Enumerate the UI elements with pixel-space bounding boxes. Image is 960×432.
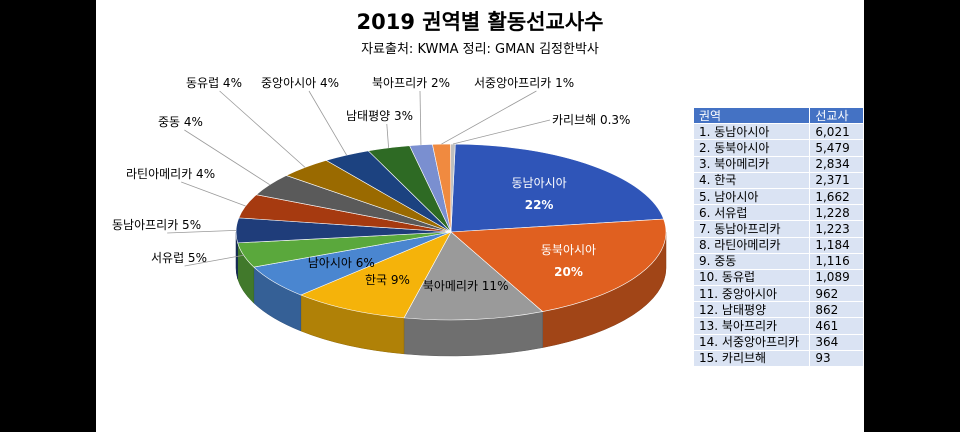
- table-row: 11. 중앙아시아 962: [692, 285, 864, 303]
- table-cell-count: 93: [809, 349, 864, 368]
- leader-line: [184, 129, 270, 186]
- slice-label: 카리브해 0.3%: [552, 113, 630, 127]
- table-cell-region: 9. 중동: [692, 252, 811, 270]
- leader-line: [452, 119, 551, 145]
- table-cell-count: 1,223: [809, 220, 864, 238]
- table-row: 6. 서유럽 1,228: [692, 204, 864, 222]
- pie-top: [235, 143, 667, 321]
- table-row: 9. 중동 1,116: [692, 252, 864, 270]
- table-row: 8. 라틴아메리카 1,184: [692, 236, 864, 254]
- table-body: 1. 동남아시아 6,021 2. 동북아시아 5,479 3. 북아메리카 2,834 4…: [692, 123, 864, 368]
- table-cell-region: 3. 북아메리카: [692, 155, 811, 173]
- slice-label: 동남아시아: [511, 176, 566, 190]
- chart-title: 2019 권역별 활동선교사수: [356, 10, 604, 34]
- table-cell-count: 461: [809, 317, 864, 335]
- table-cell-count: 2,834: [809, 155, 864, 173]
- table-cell-count: 862: [809, 301, 864, 319]
- slice-label: 서유럽 5%: [151, 251, 207, 265]
- table-cell-region: 5. 남아시아: [692, 187, 811, 206]
- slice-label: 중앙아시아 4%: [261, 76, 339, 90]
- table-row: 14. 서중앙아프리카 364: [692, 333, 864, 351]
- table-cell-count: 1,662: [809, 187, 864, 206]
- table-cell-region: 15. 카리브해: [692, 349, 811, 368]
- slice-label: 남아시아 6%: [308, 256, 375, 270]
- pie-chart: 동남아시아 22% 동북아시아 20% 북아메리카 11% 한국 9% 남아시아 6% 서유럽…: [112, 76, 667, 357]
- table-row: 1. 동남아시아 6,021: [692, 123, 864, 141]
- table-cell-count: 1,228: [809, 204, 864, 222]
- table-cell-count: 6,021: [809, 123, 864, 141]
- table-cell-region: 2. 동북아시아: [692, 139, 811, 157]
- slice-label: 남태평양 3%: [346, 109, 413, 123]
- slice-label: 동남아프리카 5%: [112, 218, 201, 232]
- slice-percent-label: 22%: [525, 198, 554, 212]
- table-cell-region: 8. 라틴아메리카: [692, 236, 811, 254]
- pie-labels: 동남아시아 22% 동북아시아 20% 북아메리카 11% 한국 9% 남아시아 6% 서유럽…: [112, 76, 630, 293]
- table-cell-region: 7. 동남아프리카: [692, 220, 811, 238]
- table-cell-region: 12. 남태평양: [692, 301, 811, 319]
- table-row: 2. 동북아시아 5,479: [692, 139, 864, 157]
- leader-line: [419, 90, 422, 145]
- chart-card: 2019 권역별 활동선교사수 자료출처: KWMA 정리: GMAN 김정한박…: [96, 0, 864, 432]
- slice-label: 서중앙아프리카 1%: [474, 76, 574, 90]
- table-cell-region: 13. 북아프리카: [692, 317, 811, 335]
- leader-line: [386, 123, 389, 148]
- pie-slice: [300, 231, 452, 319]
- slice-label: 동유럽 4%: [186, 76, 242, 90]
- table-cell-count: 1,089: [809, 268, 864, 287]
- leader-line: [219, 90, 306, 168]
- table-cell-region: 4. 한국: [692, 171, 811, 189]
- chart-subtitle: 자료출처: KWMA 정리: GMAN 김정한박사: [361, 42, 599, 57]
- table-row: 12. 남태평양 862: [692, 301, 864, 319]
- slice-label: 동북아시아: [541, 243, 596, 257]
- table-cell-region: 6. 서유럽: [692, 204, 811, 222]
- data-table: 권역 선교사 1. 동남아시아 6,021 2. 동북아시아 5,479 3. 북아메리…: [692, 106, 864, 368]
- table-cell-region: 11. 중앙아시아: [692, 285, 811, 303]
- slice-label: 북아프리카 2%: [372, 76, 450, 90]
- pie-slice: [450, 218, 667, 312]
- table-row: 3. 북아메리카 2,834: [692, 155, 864, 173]
- table-cell-count: 5,479: [809, 139, 864, 157]
- leader-line: [441, 90, 537, 145]
- slice-percent-label: 20%: [554, 265, 583, 279]
- table-row: 7. 동남아프리카 1,223: [692, 220, 864, 238]
- table-cell-region: 10. 동유럽: [692, 268, 811, 287]
- leader-line: [308, 90, 347, 156]
- table-header-count: 선교사: [809, 106, 864, 125]
- leader-line: [184, 254, 244, 267]
- table-cell-count: 2,371: [809, 171, 864, 189]
- table-cell-count: 1,116: [809, 252, 864, 270]
- table-row: 4. 한국 2,371: [692, 171, 864, 189]
- table-header-region: 권역: [692, 106, 811, 125]
- table-cell-region: 1. 동남아시아: [692, 123, 811, 141]
- table-row: 5. 남아시아 1,662: [692, 187, 864, 206]
- table-cell-count: 1,184: [809, 236, 864, 254]
- leader-line: [167, 229, 237, 234]
- table-cell-count: 364: [809, 333, 864, 351]
- table-row: 13. 북아프리카 461: [692, 317, 864, 335]
- pie-slice: [450, 143, 665, 233]
- table-cell-count: 962: [809, 285, 864, 303]
- slice-label: 북아메리카 11%: [423, 279, 509, 293]
- leader-line: [181, 181, 246, 207]
- table-header-row: 권역 선교사: [692, 106, 864, 125]
- slice-label: 라틴아메리카 4%: [126, 167, 215, 181]
- slice-label: 중동 4%: [158, 115, 203, 129]
- pie-slice: [403, 231, 544, 321]
- table-row: 15. 카리브해 93: [692, 349, 864, 368]
- slice-label: 한국 9%: [365, 273, 410, 287]
- table-row: 10. 동유럽 1,089: [692, 268, 864, 287]
- table-cell-region: 14. 서중앙아프리카: [692, 333, 811, 351]
